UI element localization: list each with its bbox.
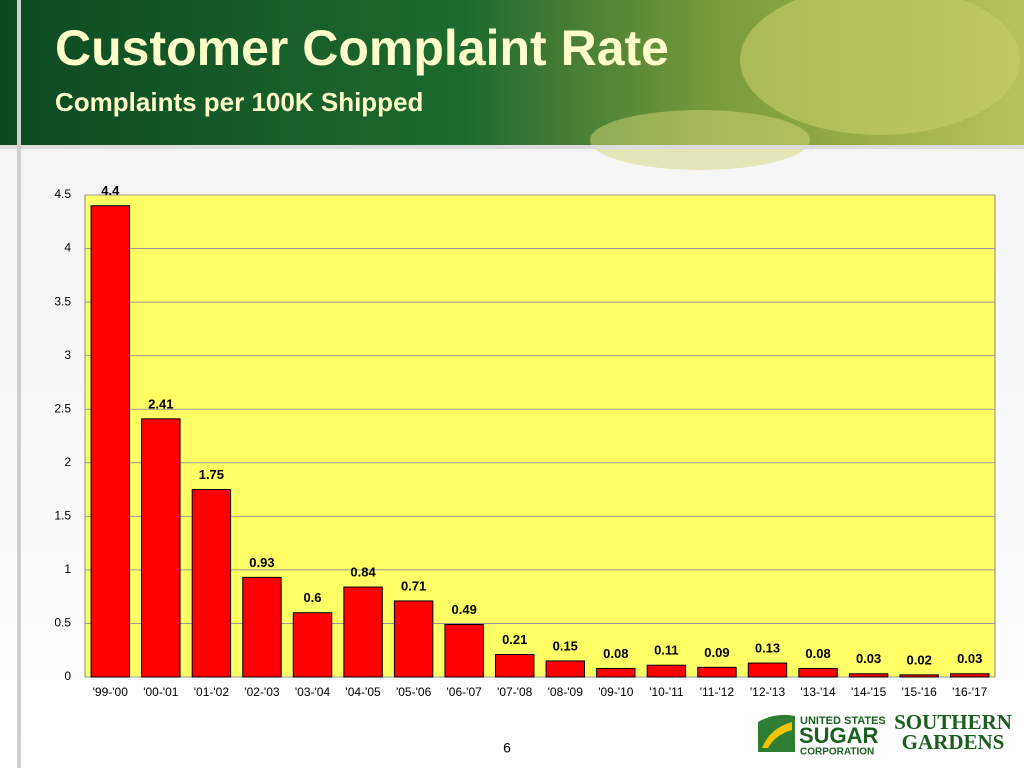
- logo-text: CORPORATION: [800, 747, 874, 758]
- y-tick-label: 2.5: [54, 401, 71, 415]
- data-label: 4.4: [101, 183, 120, 198]
- bar: [596, 667, 636, 678]
- data-label: 1.75: [199, 467, 224, 482]
- x-tick-label: '01-'02: [194, 685, 230, 699]
- data-label: 0.84: [350, 564, 376, 579]
- x-tick-label: '16-'17: [952, 685, 988, 699]
- header-rule: [0, 145, 1024, 149]
- x-tick-label: '05-'06: [396, 685, 432, 699]
- data-label: 0.03: [856, 651, 881, 666]
- x-tick-label: '09-'10: [598, 685, 634, 699]
- y-tick-label: 0: [64, 669, 71, 683]
- logo-text: UNITED STATES: [800, 715, 886, 727]
- logo-text: GARDENS: [902, 730, 1005, 754]
- x-tick-label: '08-'09: [548, 685, 584, 699]
- data-label: 0.08: [805, 646, 830, 661]
- x-tick-label: '07-'08: [497, 685, 533, 699]
- data-label: 0.15: [553, 638, 578, 653]
- data-label: 0.21: [502, 632, 527, 647]
- x-tick-label: '00-'01: [143, 685, 179, 699]
- bar: [90, 205, 130, 678]
- slide-title: Customer Complaint Rate: [55, 20, 669, 76]
- y-tick-label: 1.5: [54, 509, 71, 523]
- y-tick-label: 2: [64, 455, 71, 469]
- data-label: 0.6: [303, 590, 321, 605]
- x-tick-label: '99-'00: [93, 685, 129, 699]
- data-label: 0.11: [654, 643, 679, 658]
- x-tick-label: '15-'16: [902, 685, 938, 699]
- bar: [646, 664, 687, 678]
- x-tick-label: '13-'14: [800, 685, 836, 699]
- plot: 0 0.5 1 1.5 2 2.5 3 3.5 4 4.5 '99-'00 4.4 '00-'01 2.4…: [54, 183, 995, 699]
- bar: [848, 673, 889, 678]
- bar: [242, 576, 282, 678]
- logo-text: SUGAR: [799, 723, 879, 748]
- header-decoration: [740, 0, 1020, 135]
- logo-icon: [762, 722, 792, 748]
- data-label: 0.13: [755, 641, 780, 656]
- x-tick-label: '06-'07: [447, 685, 483, 699]
- y-tick-label: 3: [64, 348, 71, 362]
- logo-southern-gardens: SOUTHERN GARDENS: [894, 710, 1012, 754]
- data-label: 0.03: [957, 651, 982, 666]
- bar: [343, 586, 383, 678]
- left-rule: [17, 0, 21, 768]
- logo-us-sugar: UNITED STATES SUGAR CORPORATION: [758, 714, 886, 758]
- bar: [545, 660, 585, 678]
- header-decoration: [590, 110, 810, 170]
- data-label: 0.09: [704, 645, 729, 660]
- data-label: 0.93: [249, 555, 274, 570]
- y-tick-label: 0.5: [54, 616, 71, 630]
- logo-text: SOUTHERN: [894, 710, 1012, 734]
- x-tick-label: '02-'03: [244, 685, 280, 699]
- data-label: 2.41: [148, 396, 173, 411]
- plot-area: [84, 194, 996, 678]
- x-tick-label: '10-'11: [649, 685, 684, 699]
- bar: [899, 674, 939, 678]
- slide-number: 6: [503, 740, 511, 756]
- x-tick-label: '11-'12: [700, 685, 735, 699]
- bar: [798, 667, 838, 678]
- data-label: 0.49: [452, 602, 477, 617]
- x-tick-label: '14-'15: [851, 685, 887, 699]
- data-label: 0.02: [907, 652, 932, 667]
- bar: [292, 612, 333, 678]
- x-tick-label: '04-'05: [345, 685, 381, 699]
- bar: [393, 600, 434, 678]
- bar: [141, 418, 181, 678]
- bar: [950, 673, 990, 678]
- data-label: 0.71: [401, 578, 426, 593]
- x-tick-label: '12-'13: [750, 685, 786, 699]
- y-tick-label: 4.5: [54, 187, 71, 201]
- y-tick-label: 3.5: [54, 294, 71, 308]
- y-tick-label: 4: [64, 241, 71, 255]
- bar: [697, 666, 737, 678]
- bar: [495, 654, 535, 678]
- y-tick-label: 1: [64, 562, 71, 576]
- bar: [747, 662, 788, 678]
- x-tick-label: '03-'04: [295, 685, 331, 699]
- bar: [444, 624, 484, 678]
- slide-subtitle: Complaints per 100K Shipped: [55, 87, 423, 117]
- data-label: 0.08: [603, 646, 628, 661]
- bar: [191, 489, 232, 678]
